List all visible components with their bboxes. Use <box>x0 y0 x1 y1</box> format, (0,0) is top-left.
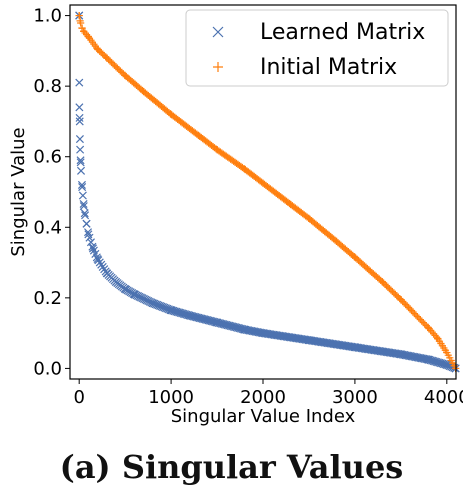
data-point <box>85 233 94 242</box>
x-axis-label: Singular Value Index <box>171 406 356 427</box>
data-point <box>438 359 447 368</box>
data-point <box>75 78 84 87</box>
legend-label-learned: Learned Matrix <box>260 20 425 45</box>
data-point <box>436 359 445 368</box>
data-point <box>80 209 89 218</box>
data-point <box>76 158 85 167</box>
data-point <box>77 180 86 189</box>
data-point <box>429 357 438 366</box>
data-point <box>169 306 178 315</box>
y-tick-label: 0.2 <box>33 288 62 309</box>
data-point <box>435 358 444 367</box>
legend-x-icon <box>212 26 224 38</box>
data-point <box>88 244 98 253</box>
data-point <box>432 357 441 366</box>
x-tick-label: 0 <box>73 387 84 408</box>
data-point <box>179 309 188 318</box>
data-point <box>175 308 184 317</box>
x-tick-label: 1000 <box>148 387 194 408</box>
data-point <box>431 357 440 366</box>
data-point <box>426 356 435 365</box>
data-point <box>79 199 88 209</box>
data-point <box>77 19 85 27</box>
data-point <box>78 191 87 200</box>
data-point <box>86 238 95 247</box>
figure-caption: (a) Singular Values <box>59 448 404 486</box>
legend-marker-initial <box>213 62 223 72</box>
data-point <box>75 113 84 122</box>
initial-matrix-series <box>75 11 460 373</box>
data-point <box>78 183 87 192</box>
data-point <box>181 310 190 319</box>
legend: Learned Matrix Initial Matrix <box>185 9 449 87</box>
legend-box <box>185 9 449 87</box>
data-point <box>76 156 85 165</box>
data-point <box>75 117 84 126</box>
x-tick-label: 3000 <box>332 387 378 408</box>
data-point <box>166 305 175 314</box>
data-point <box>172 307 181 316</box>
data-point <box>76 145 85 154</box>
learned-matrix-series <box>75 11 460 373</box>
data-point <box>428 356 437 365</box>
data-point <box>79 202 88 211</box>
data-point <box>75 11 83 20</box>
data-point <box>75 135 84 144</box>
y-tick-label: 0.6 <box>33 147 62 168</box>
data-point <box>81 211 90 220</box>
y-axis-label: Singular Value <box>8 127 29 256</box>
data-point <box>439 360 448 369</box>
data-point <box>75 103 84 112</box>
data-point <box>425 355 434 364</box>
y-tick-label: 1.0 <box>33 6 62 27</box>
legend-marker-learned <box>212 26 224 38</box>
data-point <box>82 219 91 228</box>
data-point <box>77 166 86 175</box>
data-point <box>170 307 179 316</box>
data-point <box>178 309 187 318</box>
legend-plus-icon <box>213 62 223 72</box>
data-point <box>176 308 185 317</box>
y-tick-label: 0.0 <box>33 358 62 379</box>
data-point <box>433 358 443 367</box>
data-point <box>173 308 182 317</box>
y-tick-label: 0.4 <box>33 217 62 238</box>
x-tick-label: 2000 <box>240 387 286 408</box>
legend-label-initial: Initial Matrix <box>260 55 397 80</box>
y-tick-label: 0.8 <box>33 76 62 97</box>
y-axis-ticks: 0.0 0.2 0.4 0.6 0.8 1.0 <box>33 6 70 379</box>
data-point <box>167 306 176 315</box>
